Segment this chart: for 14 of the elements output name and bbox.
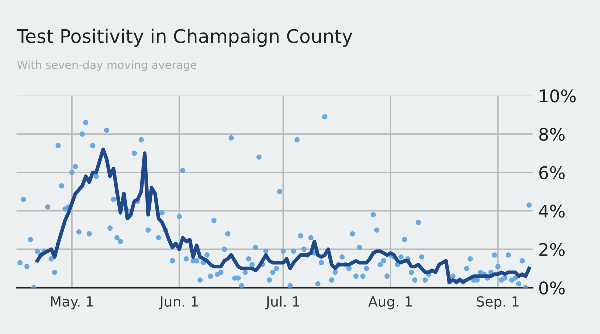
chart-subtitle: With seven-day moving average	[17, 60, 197, 72]
line-series	[36, 148, 532, 284]
chart-title: Test Positivity in Champaign County	[16, 28, 353, 48]
y-tick-label: 6%	[540, 166, 565, 180]
y-tick-label: 4%	[539, 204, 565, 218]
y-tick-label: 0%	[540, 282, 565, 295]
x-tick-label: Jul. 1	[266, 296, 300, 310]
x-tick-label: Jun. 1	[159, 296, 198, 310]
x-tick-label: Aug. 1	[368, 296, 412, 310]
x-tick-label: Sep. 1	[477, 296, 519, 310]
y-tick-label: 2%	[540, 243, 565, 256]
x-tick-label: May. 1	[51, 296, 94, 310]
y-tick-label: 10%	[540, 90, 576, 103]
y-tick-label: 8%	[540, 128, 565, 142]
